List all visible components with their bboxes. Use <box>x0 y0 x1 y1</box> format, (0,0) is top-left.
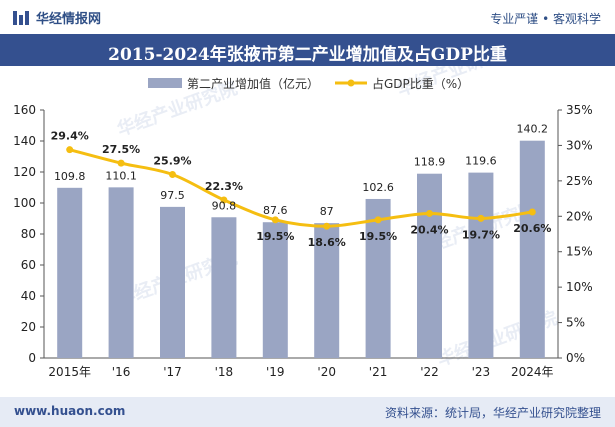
ratio-value-label: 29.4% <box>51 130 89 143</box>
ratio-value-label: 25.9% <box>153 154 191 167</box>
x-axis-tick-label: '23 <box>472 365 491 379</box>
bar-value-label: 109.8 <box>54 170 86 183</box>
ratio-point <box>528 208 536 216</box>
right-axis-tick-label: 35% <box>566 103 593 117</box>
ratio-point <box>477 214 485 222</box>
x-axis-tick-label: '19 <box>266 365 285 379</box>
bar <box>468 172 494 358</box>
legend-bar-label: 第二产业增加值（亿元） <box>187 76 319 91</box>
ratio-line-path <box>69 148 533 228</box>
bar-value-label: 87.6 <box>263 204 288 217</box>
x-axis-tick-label: '20 <box>317 365 336 379</box>
data-labels: 109.8 110.1 97.5 90.8 87.6 87 102.6 118.9 119.6 1… <box>51 123 552 250</box>
left-axis-tick-label: 80 <box>21 227 36 241</box>
ratio-value-label: 19.5% <box>256 230 294 243</box>
ratio-value-label: 18.6% <box>308 236 346 249</box>
left-axis-tick-label: 120 <box>13 165 36 179</box>
bar-value-label: 119.6 <box>465 155 497 168</box>
left-axis-tick-label: 60 <box>21 258 36 272</box>
ratio-point <box>66 146 74 154</box>
right-axis-tick-label: 5% <box>566 316 585 330</box>
legend: 第二产业增加值（亿元） 占GDP比重（%） <box>148 76 469 91</box>
x-axis-tick-label: 2024年 <box>511 365 554 379</box>
bar <box>211 217 237 358</box>
footer-bar: www.huaon.com 资料来源：统计局，华经产业研究院整理 <box>0 397 615 427</box>
left-axis-tick-label: 40 <box>21 289 36 303</box>
ratio-point <box>323 222 331 230</box>
legend-bar-swatch <box>148 78 182 88</box>
x-axis-tick-label: '18 <box>215 365 234 379</box>
bar-value-label: 110.1 <box>105 169 137 182</box>
x-axis-tick-label: 2015年 <box>48 365 91 379</box>
title-bar: 2015-2024年张掖市第二产业增加值及占GDP比重 <box>0 34 615 66</box>
top-bar: 华经情报网 专业严谨 • 客观科学 <box>0 0 615 34</box>
brand-logo: 华经情报网 <box>12 8 101 27</box>
ratio-point <box>426 209 433 217</box>
ratio-point <box>220 196 228 204</box>
bars <box>57 140 545 358</box>
ratio-value-label: 22.3% <box>205 180 243 193</box>
x-axis-tick-label: '16 <box>112 365 131 379</box>
right-axis-tick-label: 30% <box>566 138 593 152</box>
ratio-value-label: 20.4% <box>410 223 448 236</box>
bar-value-label: 140.2 <box>517 123 549 136</box>
left-axis-tick-label: 100 <box>13 196 36 210</box>
bar <box>417 173 442 358</box>
bar <box>57 187 83 358</box>
left-axis-tick-label: 20 <box>21 320 36 334</box>
ratio-point <box>169 170 176 178</box>
right-axis-tick-label: 20% <box>566 209 593 223</box>
ratio-line <box>66 146 536 230</box>
website-link[interactable]: www.huaon.com <box>14 404 126 418</box>
right-axis-tick-label: 0% <box>566 351 585 365</box>
slogan: 专业严谨 • 客观科学 <box>490 12 601 26</box>
x-axis-tick-label: '17 <box>163 365 182 379</box>
ratio-value-label: 19.5% <box>359 230 397 243</box>
bar-value-label: 87 <box>320 205 334 218</box>
bar-value-label: 102.6 <box>362 181 394 194</box>
legend-line-marker <box>347 79 355 87</box>
bar-value-label: 97.5 <box>160 189 185 202</box>
bar <box>262 222 288 358</box>
bar <box>314 223 340 358</box>
ratio-value-label: 19.7% <box>462 228 500 241</box>
huajing-logo-icon <box>13 10 29 25</box>
bar <box>365 198 391 358</box>
ratio-value-label: 27.5% <box>102 143 140 156</box>
left-axis-tick-label: 160 <box>13 103 36 117</box>
ratio-value-label: 20.6% <box>513 222 551 235</box>
x-axis-tick-label: '22 <box>420 365 439 379</box>
bar <box>519 140 545 358</box>
right-axis-tick-label: 15% <box>566 245 593 259</box>
bar <box>160 206 185 358</box>
legend-line-label: 占GDP比重（%） <box>372 76 469 91</box>
data-source: 资料来源：统计局，华经产业研究院整理 <box>384 406 601 420</box>
right-axis-tick-label: 10% <box>566 280 593 294</box>
ratio-point <box>117 159 125 167</box>
chart-svg: 华经产业研究院华经产业研究院华经产业研究院华经产业研究院华经产业研究院 第二产业… <box>13 66 593 379</box>
brand-name: 华经情报网 <box>36 12 102 27</box>
right-axis-tick-label: 25% <box>566 174 593 188</box>
bar <box>108 187 134 358</box>
bar-value-label: 90.8 <box>212 199 237 212</box>
bar-value-label: 118.9 <box>414 156 446 169</box>
axes: 0 20 40 60 80 100 120 140 160 0% 5% 10% 15% 20% 25% 30%… <box>13 103 593 379</box>
left-axis-tick-label: 140 <box>13 134 36 148</box>
chart-title: 2015-2024年张掖市第二产业增加值及占GDP比重 <box>108 45 507 65</box>
x-axis-tick-label: '21 <box>369 365 388 379</box>
ratio-point <box>271 216 279 224</box>
ratio-point <box>374 216 382 224</box>
left-axis-tick-label: 0 <box>28 351 36 365</box>
